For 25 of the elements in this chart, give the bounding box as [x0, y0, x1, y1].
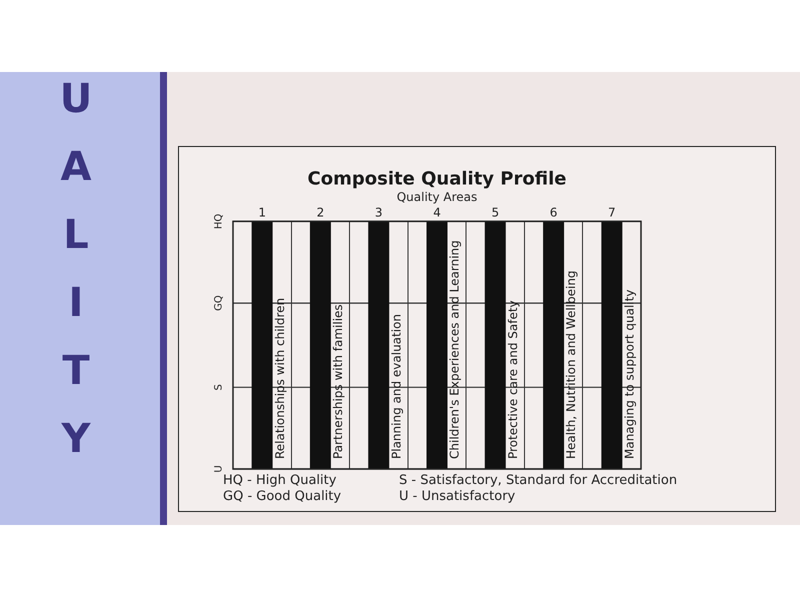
- x-tick-label: 6: [550, 205, 558, 220]
- x-tick-label: 4: [433, 205, 441, 220]
- x-tick-label: 7: [608, 205, 616, 220]
- text: U - Unsatisfactory: [399, 489, 516, 505]
- text: HQ - High Quality: [223, 473, 338, 489]
- x-tick-label: 3: [374, 205, 383, 220]
- ref-line-label: U: [214, 465, 225, 473]
- annotation: Partnerships with families: [331, 304, 346, 459]
- annotation: Managing to support quality: [622, 290, 636, 459]
- ref-line-label: GQ: [214, 295, 225, 311]
- x-tick-label: 5: [491, 205, 500, 220]
- x-tick-label: 2: [316, 205, 324, 220]
- annotation: Protective care and Safety: [506, 300, 520, 459]
- chart-title: Composite Quality Profile: [308, 168, 566, 190]
- annotation: Relationships with children: [272, 298, 287, 459]
- ref-line-label: S: [214, 384, 225, 390]
- text: GQ - Good Quality: [223, 489, 342, 505]
- annotation: Planning and evaluation: [389, 314, 404, 459]
- x-axis-title: Quality Areas: [396, 190, 478, 204]
- ref-line-label: HQ: [214, 214, 225, 230]
- text: S - Satisfactory, Standard for Accreditation: [399, 473, 678, 489]
- x-tick-label: 1: [258, 205, 266, 220]
- annotation: Children's Experiences and Learning: [448, 240, 462, 459]
- annotation: Health, Nutrition and Wellbeing: [564, 270, 578, 459]
- text: UALITY: [53, 76, 99, 484]
